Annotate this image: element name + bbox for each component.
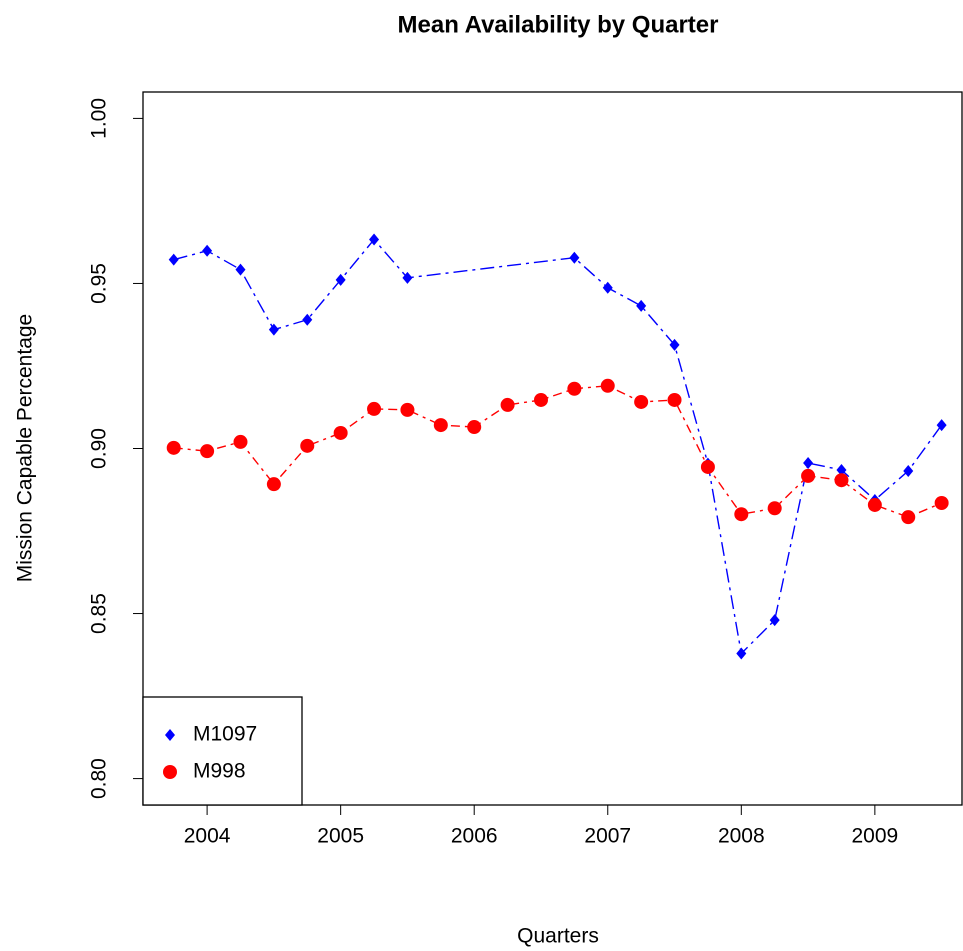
x-tick-label: 2005 — [317, 825, 364, 848]
data-point — [669, 338, 680, 351]
legend-marker — [163, 765, 177, 779]
data-point — [200, 444, 215, 459]
data-point — [801, 468, 816, 483]
data-point — [400, 402, 415, 417]
x-tick-label: 2004 — [184, 825, 231, 848]
data-point — [600, 378, 615, 393]
y-axis-label: Mission Capable Percentage — [14, 314, 37, 583]
data-point — [934, 495, 949, 510]
x-tick-label: 2009 — [851, 825, 898, 848]
data-point — [567, 381, 582, 396]
data-point — [936, 419, 947, 432]
series-line — [173, 385, 942, 518]
data-point — [636, 299, 647, 312]
data-point — [736, 647, 747, 660]
chart-title: Mean Availability by Quarter — [398, 11, 719, 38]
data-point — [569, 251, 580, 264]
x-axis-label: Quarters — [517, 925, 599, 948]
data-point — [300, 438, 315, 453]
data-point — [901, 510, 916, 525]
data-point — [202, 244, 213, 257]
data-point — [734, 507, 749, 522]
data-point — [333, 425, 348, 440]
data-point — [335, 273, 346, 286]
data-point — [602, 281, 613, 294]
data-point — [268, 323, 279, 336]
data-point — [803, 457, 814, 470]
y-tick-label: 0.80 — [88, 758, 111, 799]
legend-label: M998 — [193, 760, 246, 783]
data-point — [402, 271, 413, 284]
data-point — [767, 501, 782, 516]
data-point — [834, 473, 849, 488]
series-line — [173, 238, 943, 655]
data-point — [903, 464, 914, 477]
data-point — [367, 401, 382, 416]
data-point — [836, 463, 847, 476]
data-point — [433, 418, 448, 433]
x-tick-label: 2008 — [718, 825, 765, 848]
data-point — [634, 394, 649, 409]
data-point — [500, 397, 515, 412]
data-point — [168, 253, 179, 266]
data-point — [769, 614, 780, 627]
data-point — [700, 459, 715, 474]
data-point — [369, 233, 380, 246]
x-tick-label: 2006 — [451, 825, 498, 848]
data-point — [166, 440, 181, 455]
legend-label: M1097 — [193, 723, 257, 746]
data-point — [302, 313, 313, 326]
legend-marker — [165, 729, 175, 741]
data-point — [467, 420, 482, 435]
data-point — [667, 392, 682, 407]
data-point — [266, 477, 281, 492]
y-tick-label: 1.00 — [88, 98, 111, 139]
data-point — [233, 434, 248, 449]
y-tick-label: 0.90 — [88, 428, 111, 469]
data-point — [235, 263, 246, 276]
y-tick-label: 0.95 — [88, 263, 111, 304]
y-tick-label: 0.85 — [88, 593, 111, 634]
data-point — [533, 392, 548, 407]
x-tick-label: 2007 — [584, 825, 631, 848]
data-point — [867, 497, 882, 512]
legend-box — [142, 696, 303, 806]
